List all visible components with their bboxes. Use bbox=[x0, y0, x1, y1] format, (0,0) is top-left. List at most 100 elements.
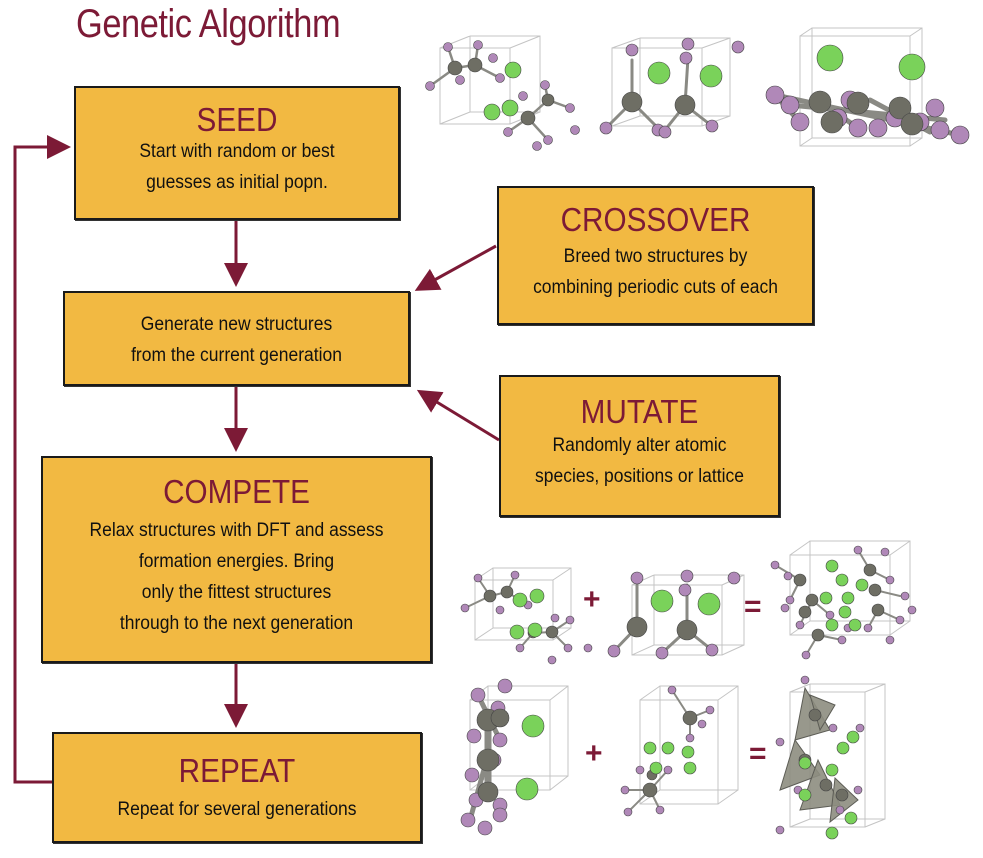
carbon-atom bbox=[846, 91, 870, 115]
chlorine-atom bbox=[515, 777, 539, 801]
chlorine-atom bbox=[825, 826, 839, 840]
halogen-atom bbox=[495, 605, 505, 615]
carbon-atom bbox=[520, 110, 536, 126]
unit-cell-outline bbox=[611, 37, 731, 127]
halogen-atom bbox=[731, 40, 745, 54]
crossover-title: CROSSOVER bbox=[560, 201, 751, 238]
chlorine-atom bbox=[699, 64, 723, 88]
chlorine-atom bbox=[825, 763, 839, 777]
compete-title: COMPETE bbox=[163, 473, 310, 510]
carbon-atom bbox=[476, 748, 500, 772]
chlorine-atom bbox=[846, 730, 860, 744]
compete-box: COMPETE Relax structures with DFT and as… bbox=[41, 456, 432, 663]
chlorine-atom bbox=[661, 741, 675, 755]
carbon-atom bbox=[808, 90, 832, 114]
chlorine-atom bbox=[683, 761, 697, 775]
halogen-atom bbox=[775, 825, 785, 835]
carbon-atom bbox=[871, 603, 885, 617]
chlorine-atom bbox=[836, 741, 850, 755]
unit-cell-outline bbox=[789, 683, 886, 828]
halogen-atom bbox=[685, 733, 695, 743]
halogen-atom bbox=[837, 635, 847, 645]
carbon-atom bbox=[805, 593, 819, 607]
halogen-atom bbox=[630, 571, 644, 585]
halogen-atom bbox=[863, 623, 873, 633]
halogen-atom bbox=[680, 569, 694, 583]
mutate-box: MUTATE Randomly alter atomic species, po… bbox=[499, 375, 780, 517]
carbon-atom bbox=[888, 96, 912, 120]
carbon-atom bbox=[477, 781, 499, 803]
halogen-atom bbox=[625, 43, 639, 57]
halogen-atom bbox=[705, 643, 719, 657]
halogen-atom bbox=[825, 610, 835, 620]
carbon-atom bbox=[811, 628, 825, 642]
halogen-atom bbox=[460, 812, 476, 828]
seed-box: SEED Start with random or best guesses a… bbox=[74, 86, 400, 220]
halogen-atom bbox=[855, 723, 865, 733]
seed-title: SEED bbox=[196, 101, 278, 138]
halogen-atom bbox=[679, 51, 693, 65]
unit-cell-outline bbox=[439, 35, 541, 125]
halogen-atom bbox=[765, 85, 785, 105]
chlorine-atom bbox=[647, 61, 671, 85]
crossover-description: Breed two structures by combining period… bbox=[533, 246, 778, 298]
chlorine-atom bbox=[825, 618, 839, 632]
chlorine-atom bbox=[841, 591, 855, 605]
halogen-atom bbox=[925, 98, 945, 118]
halogen-atom bbox=[497, 678, 513, 694]
carbon-atom bbox=[674, 94, 696, 116]
generate-box: Generate new structures from the current… bbox=[63, 291, 410, 386]
halogen-atom bbox=[563, 643, 573, 653]
halogen-atom bbox=[492, 807, 508, 823]
chlorine-atom bbox=[650, 589, 674, 613]
chlorine-atom bbox=[838, 605, 852, 619]
carbon-atom bbox=[642, 782, 658, 798]
halogen-atom bbox=[780, 603, 790, 613]
chlorine-atom bbox=[825, 559, 839, 573]
halogen-atom bbox=[515, 643, 525, 653]
halogen-atom bbox=[510, 570, 520, 580]
chlorine-atom bbox=[848, 618, 862, 632]
halogen-atom bbox=[783, 571, 793, 581]
halogen-atom bbox=[770, 560, 780, 570]
halogen-atom bbox=[425, 81, 435, 91]
halogen-atom bbox=[570, 125, 580, 135]
halogen-atom bbox=[705, 119, 719, 133]
carbon-atom bbox=[808, 708, 822, 722]
halogen-atom bbox=[885, 635, 895, 645]
halogen-atom bbox=[801, 650, 811, 660]
chlorine-atom bbox=[527, 622, 543, 638]
seed-description: Start with random or best guesses as ini… bbox=[139, 141, 335, 193]
carbon-atom bbox=[621, 91, 643, 113]
halogen-atom bbox=[663, 765, 673, 775]
halogen-atom bbox=[492, 732, 508, 748]
halogen-atom bbox=[607, 644, 621, 658]
carbon-atom bbox=[868, 583, 882, 597]
halogen-atom bbox=[473, 40, 483, 50]
unit-cell-outline bbox=[639, 685, 739, 805]
carbon-atom bbox=[863, 563, 877, 577]
chlorine-atom bbox=[483, 103, 501, 121]
chlorine-atom bbox=[681, 745, 695, 759]
mutate-equals-sign: = bbox=[749, 737, 767, 770]
repeat-box: REPEAT Repeat for several generations bbox=[52, 732, 422, 843]
unit-cell-outline bbox=[799, 27, 923, 147]
chlorine-atom bbox=[819, 591, 833, 605]
halogen-atom bbox=[853, 545, 863, 555]
carbon-atom bbox=[447, 60, 463, 76]
halogen-atom bbox=[623, 807, 633, 817]
halogen-atom bbox=[655, 646, 669, 660]
chlorine-atom bbox=[855, 578, 869, 592]
halogen-atom bbox=[583, 643, 593, 653]
chlorine-atom bbox=[798, 756, 812, 770]
page-title: Genetic Algorithm bbox=[76, 2, 341, 46]
unit-cell-outline bbox=[789, 540, 911, 636]
carbon-atom bbox=[483, 589, 497, 603]
halogen-atom bbox=[785, 595, 795, 605]
halogen-atom bbox=[655, 805, 665, 815]
chlorine-atom bbox=[844, 811, 858, 825]
carbon-atom bbox=[490, 708, 510, 728]
halogen-atom bbox=[455, 75, 465, 85]
carbon-atom bbox=[798, 605, 812, 619]
